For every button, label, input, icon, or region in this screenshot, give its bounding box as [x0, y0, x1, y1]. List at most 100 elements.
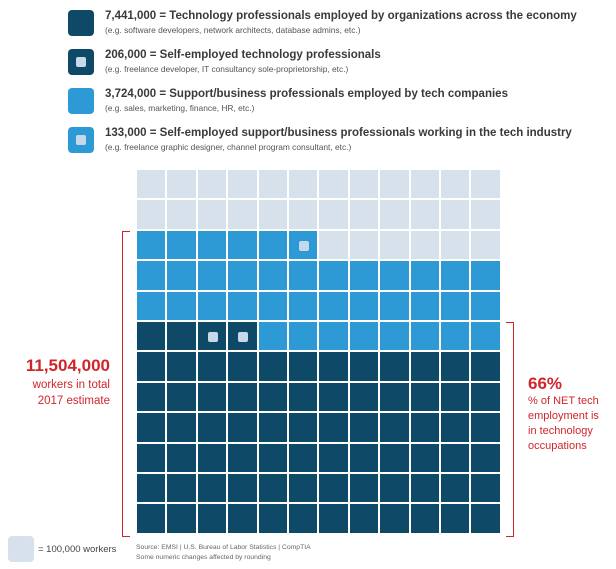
cell-tech-employed — [288, 351, 319, 382]
share-line-4: occupations — [528, 440, 587, 452]
cell-support-employed — [166, 229, 197, 261]
cell-tech-employed — [288, 412, 319, 443]
cell-empty — [136, 199, 167, 230]
cell-support-employed — [318, 321, 349, 352]
cell-tech-employed — [196, 381, 228, 413]
cell-tech-employed — [136, 473, 167, 504]
share-line-1: % of NET tech — [528, 395, 599, 407]
cell-empty — [227, 199, 258, 230]
cell-empty — [348, 229, 380, 261]
cell-support-employed — [379, 260, 410, 291]
cell-empty — [257, 199, 288, 230]
cell-tech-employed — [348, 503, 380, 534]
cell-tech-employed — [227, 473, 258, 504]
cell-tech-employed — [196, 412, 228, 443]
cell-tech-employed — [348, 412, 380, 443]
cell-tech-employed — [318, 381, 349, 413]
cell-tech-employed — [288, 442, 319, 473]
cell-tech-employed — [440, 442, 471, 473]
cell-tech-employed — [379, 442, 410, 473]
cell-tech-employed — [440, 503, 471, 534]
cell-tech-employed — [136, 351, 167, 382]
cell-support-employed — [196, 260, 228, 291]
cell-tech-employed — [409, 442, 440, 473]
cell-tech-employed — [227, 442, 258, 473]
cell-tech-employed — [166, 321, 197, 352]
cell-tech-employed — [257, 412, 288, 443]
cell-tech-employed — [470, 351, 501, 382]
cell-tech-employed — [318, 503, 349, 534]
cell-tech-employed — [227, 381, 258, 413]
unit-label: = 100,000 workers — [38, 544, 117, 555]
share-value: 66% — [528, 374, 563, 393]
self-employed-marker-icon — [207, 332, 218, 342]
cell-tech-employed — [288, 381, 319, 413]
cell-support-employed — [288, 260, 319, 291]
cell-support-employed — [409, 321, 440, 352]
cell-tech-employed — [470, 381, 501, 413]
cell-tech-employed — [379, 381, 410, 413]
cell-tech-employed — [288, 503, 319, 534]
cell-support-employed — [440, 290, 471, 321]
cell-empty — [379, 229, 410, 261]
cell-tech-employed — [166, 351, 197, 382]
cell-tech-employed — [136, 442, 167, 473]
cell-empty — [196, 169, 228, 200]
cell-tech-employed — [136, 412, 167, 443]
cell-support-employed — [409, 290, 440, 321]
cell-empty — [470, 169, 501, 200]
cell-tech-employed — [470, 503, 501, 534]
cell-support-employed — [227, 229, 258, 261]
cell-tech-self-employed — [196, 321, 228, 352]
cell-support-employed — [196, 229, 228, 261]
unit-swatch — [8, 536, 34, 562]
cell-tech-employed — [409, 473, 440, 504]
cell-empty — [166, 199, 197, 230]
cell-support-employed — [318, 260, 349, 291]
cell-support-employed — [257, 290, 288, 321]
cell-tech-employed — [348, 442, 380, 473]
cell-support-employed — [348, 260, 380, 291]
cell-empty — [257, 169, 288, 200]
cell-tech-employed — [318, 351, 349, 382]
legend-label: 133,000 = Self-employed support/business… — [105, 127, 572, 139]
cell-empty — [166, 169, 197, 200]
share-bracket — [506, 322, 514, 537]
cell-tech-employed — [440, 351, 471, 382]
cell-tech-employed — [440, 381, 471, 413]
cell-empty — [318, 229, 349, 261]
cell-support-employed — [136, 229, 167, 261]
cell-empty — [440, 169, 471, 200]
cell-support-employed — [470, 321, 501, 352]
cell-empty — [288, 199, 319, 230]
cell-tech-employed — [348, 351, 380, 382]
legend-example: (e.g. software developers, network archi… — [105, 25, 361, 35]
legend-swatch-light-dotted — [68, 127, 94, 153]
cell-support-employed — [166, 260, 197, 291]
cell-tech-employed — [136, 503, 167, 534]
cell-support-employed — [470, 290, 501, 321]
share-line-3: in technology — [528, 425, 593, 437]
cell-tech-employed — [379, 503, 410, 534]
cell-support-employed — [348, 290, 380, 321]
cell-tech-employed — [440, 473, 471, 504]
cell-support-employed — [440, 321, 471, 352]
cell-tech-employed — [470, 473, 501, 504]
total-value: 11,504,000 — [25, 356, 110, 375]
cell-empty — [440, 229, 471, 261]
cell-tech-employed — [379, 351, 410, 382]
legend-example: (e.g. sales, marketing, finance, HR, etc… — [105, 103, 255, 113]
cell-empty — [409, 199, 440, 230]
cell-tech-employed — [348, 381, 380, 413]
cell-empty — [318, 199, 349, 230]
cell-empty — [379, 199, 410, 230]
cell-support-employed — [257, 229, 288, 261]
cell-support-employed — [227, 290, 258, 321]
cell-support-self-employed — [288, 229, 319, 261]
cell-tech-employed — [470, 442, 501, 473]
cell-tech-employed — [227, 351, 258, 382]
cell-tech-employed — [379, 473, 410, 504]
cell-empty — [470, 199, 501, 230]
legend-swatch-light — [68, 88, 94, 114]
cell-empty — [409, 229, 440, 261]
